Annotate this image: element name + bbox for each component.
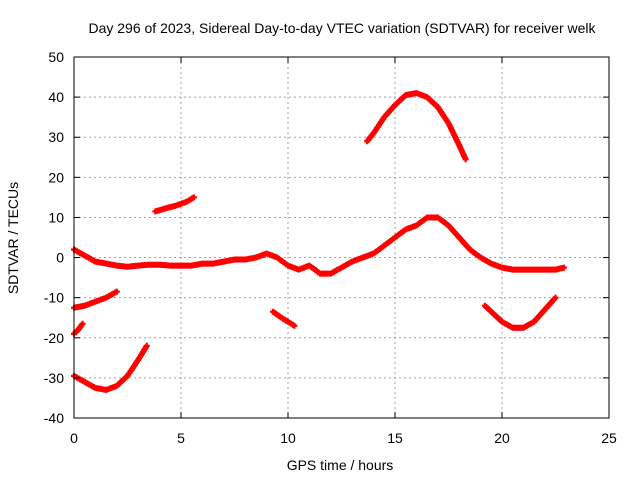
y-tick-label: -10 bbox=[44, 290, 64, 306]
grid-lines bbox=[74, 57, 609, 418]
x-tick-label: 20 bbox=[494, 430, 510, 446]
chart-title: Day 296 of 2023, Sidereal Day-to-day VTE… bbox=[88, 20, 596, 36]
y-tick-label: 30 bbox=[48, 129, 64, 145]
x-tick-label: 10 bbox=[280, 430, 296, 446]
y-axis-label: SDTVAR / TECUs bbox=[5, 182, 21, 294]
y-tick-label: -30 bbox=[44, 370, 64, 386]
y-tick-label: 50 bbox=[48, 49, 64, 65]
data-point-seg-c bbox=[79, 320, 86, 327]
y-tick-label: 40 bbox=[48, 89, 64, 105]
data-point-seg-e bbox=[291, 322, 298, 329]
data-point-main bbox=[561, 264, 568, 271]
y-tick-label: -40 bbox=[44, 410, 64, 426]
x-tick-label: 25 bbox=[601, 430, 617, 446]
data-point-seg-f bbox=[552, 294, 559, 301]
data-point-seg-b bbox=[113, 288, 120, 295]
plot-frame bbox=[73, 56, 610, 419]
y-tick-label: 0 bbox=[56, 250, 64, 266]
data-point-seg-a bbox=[190, 194, 197, 201]
data-point-seg-d bbox=[143, 342, 150, 349]
x-tick-label: 0 bbox=[70, 430, 78, 446]
data-points bbox=[71, 90, 568, 393]
y-tick-label: 10 bbox=[48, 209, 64, 225]
x-tick-label: 5 bbox=[177, 430, 185, 446]
y-axis-ticks: -40 -30 -20 -10 0 10 20 30 40 50 bbox=[44, 49, 609, 426]
data-point-arc-high bbox=[462, 156, 469, 163]
x-axis-label: GPS time / hours bbox=[287, 457, 394, 473]
x-tick-label: 15 bbox=[387, 430, 403, 446]
y-tick-label: 20 bbox=[48, 169, 64, 185]
x-axis-ticks: 0 5 10 15 20 25 bbox=[70, 57, 617, 446]
y-tick-label: -20 bbox=[44, 330, 64, 346]
